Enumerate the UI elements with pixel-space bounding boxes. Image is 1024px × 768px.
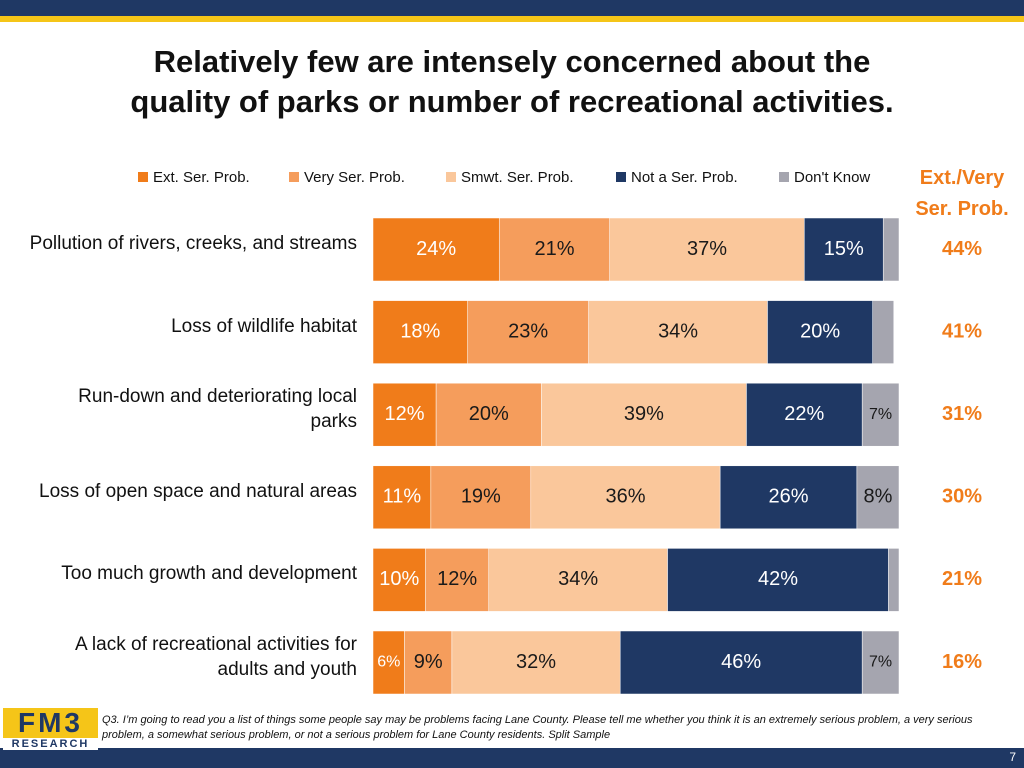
category-label: A lack of recreational activities for ad… [75,633,357,680]
bar-segment [372,300,468,364]
bar-segment [588,300,768,364]
legend-label: Not a Ser. Prob. [631,169,738,186]
value-label: 7% [869,654,892,671]
value-label: 12% [437,568,477,590]
bar-segment [404,630,453,695]
value-label: 10% [379,568,419,590]
value-label: 23% [508,320,548,342]
value-label: 22% [784,403,824,425]
totals-title: Ext./Very Ser. Prob. [915,167,1009,220]
bar-segment [804,217,884,282]
legend-swatch [289,172,299,182]
legend-label: Don't Know [794,169,870,186]
top-bar [0,0,1024,16]
bar-segment [541,382,747,447]
value-label: 37% [687,238,727,260]
category-label: Pollution of rivers, creeks, and streams [29,233,357,254]
legend-swatch [779,172,789,182]
value-label: 18% [400,320,440,342]
bar-segment [609,217,805,282]
chart-title: Relatively few are intensely concerned a… [0,42,1024,122]
bar-segment [498,217,610,282]
category-label: Too much growth and development [61,563,357,585]
value-label: 8% [864,486,893,508]
value-label: 32% [516,651,556,673]
bottom-bar [0,748,1024,768]
legend-label: Very Ser. Prob. [304,169,405,186]
value-label: 20% [469,403,509,425]
value-label: 46% [721,651,761,673]
bar-segment [746,382,863,447]
value-label: 34% [558,568,598,590]
total-label: 21% [942,568,982,590]
category-label: Loss of wildlife habitat [171,315,357,337]
title-line: Relatively few are intensely concerned a… [153,44,871,79]
total-label: 41% [942,320,982,342]
bar-segment [435,382,542,447]
page-number: 7 [1009,750,1016,764]
bar-segment [372,382,437,447]
bar-segment [619,630,863,695]
bar-segment [719,465,858,530]
value-label: 6% [377,654,400,671]
value-label: 26% [769,486,809,508]
legend-label: Ext. Ser. Prob. [153,169,250,186]
value-label: 19% [461,486,501,508]
bar-segment [861,630,900,695]
total-label: 31% [942,403,982,425]
bar-segment [767,300,873,364]
value-label: 7% [869,406,892,423]
bar-segment [372,217,500,282]
total-label: 16% [942,651,982,673]
total-label: 44% [942,238,982,260]
bar-segment [425,548,489,612]
value-label: 21% [534,238,574,260]
title-line: quality of parks or number of recreation… [130,84,894,119]
value-label: 42% [758,568,798,590]
legend-swatch [446,172,456,182]
legend-label: Smwt. Ser. Prob. [461,169,574,186]
value-label: 34% [658,320,698,342]
bar-segment [488,548,668,612]
bar-segment [372,548,426,612]
legend-swatch [616,172,626,182]
logo: FM3 [3,708,98,738]
bar-segment [372,465,432,530]
bar-segment [430,465,532,530]
value-label: 11% [383,486,422,508]
legend-swatch [138,172,148,182]
bar-segment [888,548,900,612]
value-label: 12% [385,403,425,425]
top-stripe [0,16,1024,22]
value-label: 36% [605,486,645,508]
bar-segment [467,300,589,364]
bar-segment [451,630,621,695]
bar-segment [861,382,900,447]
value-label: 24% [416,238,456,260]
value-label: 20% [800,320,840,342]
value-label: 9% [414,651,443,673]
category-label: Run-down and deteriorating local parks [78,385,357,432]
bar-segment [872,300,894,364]
category-label: Loss of open space and natural areas [39,480,357,502]
bar-segment [856,465,900,530]
bar-segment [530,465,721,530]
value-label: 39% [624,403,664,425]
total-label: 30% [942,486,982,508]
bar-segment [882,217,900,282]
logo-sub: RESEARCH [3,738,98,750]
value-label: 15% [824,238,864,260]
footnote: Q3. I’m going to read you a list of thin… [102,714,973,741]
